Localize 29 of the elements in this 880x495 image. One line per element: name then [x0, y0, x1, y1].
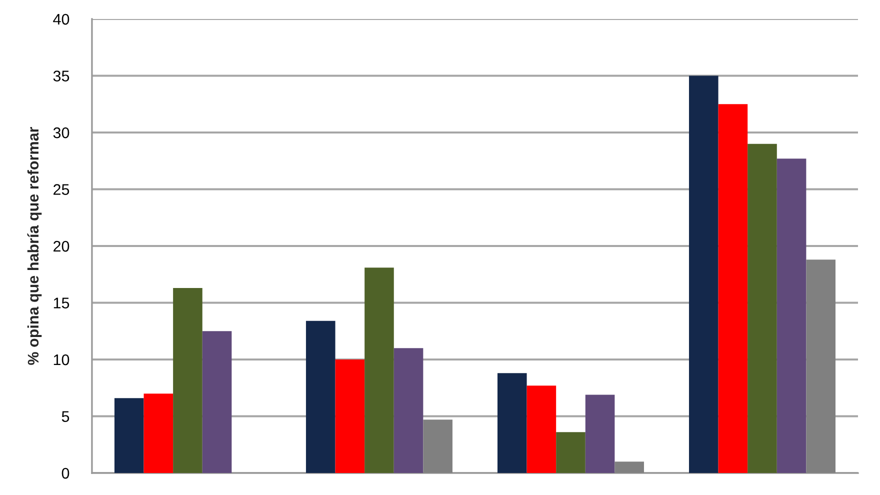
bar — [688, 76, 718, 474]
y-tick-label: 0 — [62, 468, 70, 479]
bar — [776, 158, 806, 474]
y-tick-label: 40 — [53, 14, 70, 25]
bar — [556, 432, 586, 474]
bar — [202, 331, 232, 474]
bar — [364, 268, 394, 474]
bar — [394, 348, 424, 474]
y-tick-label: 15 — [54, 298, 70, 308]
bar — [748, 144, 777, 474]
y-tick-label: 20 — [54, 240, 70, 252]
y-tick-label: 5 — [62, 411, 70, 422]
bar — [585, 394, 615, 474]
bar — [423, 420, 452, 474]
y-axis-title: % opina que habría que reformar — [27, 126, 42, 365]
bar — [173, 288, 202, 474]
y-tick-label: 10 — [54, 354, 70, 366]
bar — [806, 260, 836, 474]
bar — [526, 386, 556, 474]
bar — [114, 398, 144, 474]
bar — [335, 360, 365, 474]
bar — [497, 373, 527, 474]
y-tick-label: 35 — [53, 70, 70, 82]
y-tick-label: 25 — [54, 184, 70, 195]
bar — [144, 394, 174, 474]
y-tick-label: 30 — [53, 127, 70, 138]
bar — [718, 104, 748, 474]
bar — [306, 320, 336, 474]
bar — [614, 462, 644, 474]
